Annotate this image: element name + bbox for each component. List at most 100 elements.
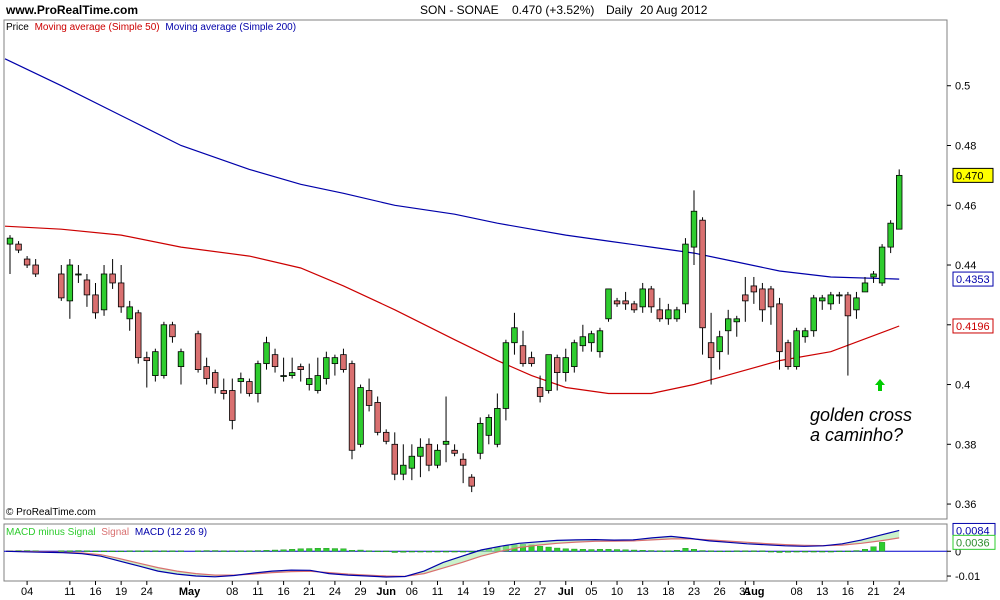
candle-body xyxy=(571,342,578,368)
macd-histogram-bar xyxy=(639,550,646,552)
x-tick-label: 19 xyxy=(115,586,127,598)
candle xyxy=(519,330,527,367)
x-tick-label: 13 xyxy=(816,586,828,598)
candle-body xyxy=(66,264,74,302)
candle xyxy=(878,244,886,286)
candle xyxy=(861,276,869,293)
macd-histogram-bar xyxy=(92,550,99,553)
candle xyxy=(391,432,398,481)
x-tick-label: 21 xyxy=(867,586,879,598)
candle-body xyxy=(160,324,168,376)
candle xyxy=(887,220,894,254)
candle-body xyxy=(707,342,715,359)
macd-histogram-bar xyxy=(357,549,364,552)
candle-body xyxy=(861,282,869,293)
price-tick-label: 0.36 xyxy=(955,499,976,511)
candle xyxy=(6,235,14,274)
candle-body xyxy=(92,294,99,314)
candle-body xyxy=(340,354,347,370)
x-tick-label: 21 xyxy=(303,586,315,598)
candle-body xyxy=(357,387,364,445)
x-tick-label: 16 xyxy=(89,586,101,598)
price-panel xyxy=(3,19,948,520)
x-tick-label: 27 xyxy=(534,586,546,598)
candle xyxy=(374,396,381,436)
candle-body xyxy=(75,273,82,276)
candle-body xyxy=(639,288,646,308)
macd-histogram-bar xyxy=(862,549,869,552)
candle xyxy=(742,276,749,322)
candle xyxy=(271,348,279,373)
macd-tick-label: 0 xyxy=(955,546,961,558)
ma50-tag: 0.4196 xyxy=(956,321,990,333)
candle xyxy=(263,336,270,370)
macd-histogram-bar xyxy=(699,550,706,552)
macd-histogram-bar xyxy=(391,551,398,553)
candle-body xyxy=(511,327,518,344)
x-tick-label: Aug xyxy=(743,586,764,598)
macd-histogram-bar xyxy=(682,548,689,552)
candle xyxy=(32,259,39,277)
candle-body xyxy=(246,381,253,394)
macd-histogram-bar xyxy=(349,550,356,552)
legend-price: Price xyxy=(6,22,29,33)
candle-body xyxy=(263,342,270,365)
candle xyxy=(348,360,356,460)
candle xyxy=(331,354,339,376)
candle-body xyxy=(459,458,467,466)
macd-histogram-bar xyxy=(220,550,227,552)
macd-histogram-bar xyxy=(579,549,586,552)
candle-body xyxy=(451,449,458,454)
candle-body xyxy=(331,357,339,365)
candle-body xyxy=(485,417,492,436)
x-tick-label: Jun xyxy=(376,586,396,598)
candle xyxy=(459,453,467,484)
candle-body xyxy=(630,303,638,311)
candle xyxy=(297,363,304,382)
candle xyxy=(844,291,852,376)
macd-histogram-bar xyxy=(827,551,834,553)
candle xyxy=(314,357,321,394)
candle-body xyxy=(288,372,296,376)
macd-histogram-bar xyxy=(400,551,407,553)
candle-body xyxy=(109,273,116,284)
x-tick-label: 22 xyxy=(508,586,520,598)
candle-body xyxy=(759,288,766,311)
candle-body xyxy=(391,443,398,475)
ticker-label: SON - SONAE xyxy=(420,3,499,17)
candle xyxy=(357,384,364,448)
macd-histogram-bar xyxy=(101,550,108,553)
macd-histogram-bar xyxy=(844,550,851,553)
candle xyxy=(759,282,766,322)
candle-body xyxy=(613,300,621,305)
x-tick-label: 13 xyxy=(637,586,649,598)
macd-histogram-bar xyxy=(246,550,253,552)
legend: Price Moving average (Simple 50) Moving … xyxy=(6,22,296,33)
candle-body xyxy=(417,446,424,457)
candle-body xyxy=(143,357,150,362)
candle-body xyxy=(588,333,595,344)
macd-histogram-bar xyxy=(451,551,458,553)
macd-histogram-bar xyxy=(75,550,82,552)
macd-histogram-bar xyxy=(725,550,732,553)
x-axis: 04 11 16 19 24 May 08 11 16 21 24 29 Jun 06 11 14 19 22 27… xyxy=(21,581,905,598)
legend-ma50: Moving average (Simple 50) xyxy=(35,22,160,33)
candle-body xyxy=(699,219,706,329)
candle-body xyxy=(348,363,356,451)
macd-legend-macd: MACD (12 26 9) xyxy=(135,527,207,538)
candle xyxy=(596,327,604,358)
x-tick-label: 16 xyxy=(277,586,289,598)
macd-histogram-bar xyxy=(118,550,125,553)
price-tick-label: 0.48 xyxy=(955,140,976,152)
candle xyxy=(622,291,629,310)
macd-histogram-bar xyxy=(853,550,860,552)
candle-body xyxy=(280,375,287,377)
candle xyxy=(323,351,330,385)
x-tick-label: 23 xyxy=(688,586,700,598)
x-tick-label: 08 xyxy=(226,586,238,598)
macd-histogram-bar xyxy=(588,549,595,552)
candle-body xyxy=(545,354,552,391)
candle-body xyxy=(323,357,330,379)
candle-body xyxy=(408,455,416,469)
candle xyxy=(477,417,484,460)
